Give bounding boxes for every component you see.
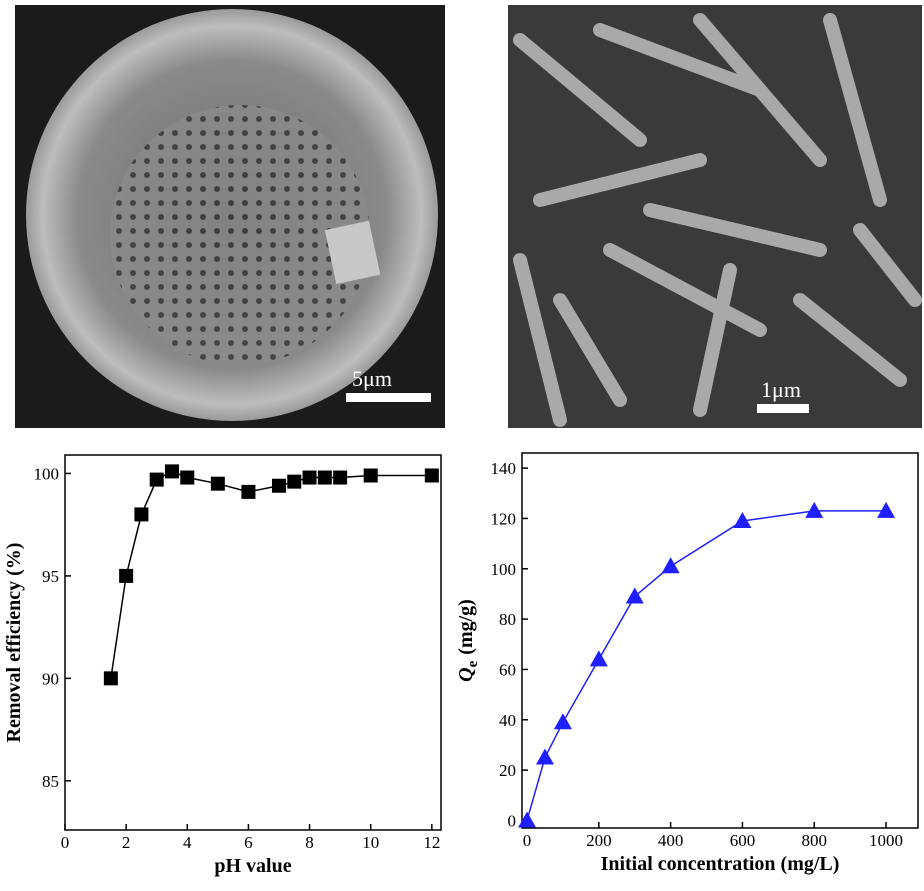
marker (164, 464, 179, 479)
x-tick-label: 800 (801, 831, 827, 850)
x-axis-label: Initial concentration (mg/L) (601, 853, 840, 875)
x-tick-label: 8 (305, 833, 314, 852)
marker (210, 476, 225, 491)
x-axis-label: pH value (214, 855, 291, 877)
marker (363, 468, 378, 483)
x-tick-label: 200 (586, 831, 612, 850)
marker (661, 557, 680, 574)
marker (180, 470, 195, 485)
plot-frame (64, 454, 442, 831)
marker (271, 478, 286, 493)
y-label-symbol: Q (455, 667, 477, 681)
series-line (526, 510, 887, 821)
marker (877, 501, 896, 518)
x-tick-label: 0 (61, 833, 70, 852)
marker (553, 713, 572, 730)
x-tick-label: 1000 (869, 831, 903, 850)
marker (518, 811, 537, 828)
x-tick-label: 0 (523, 831, 532, 850)
marker (589, 650, 608, 667)
marker (149, 472, 164, 487)
y-label-subscript: e (465, 660, 481, 667)
x-tick-label: 12 (423, 833, 440, 852)
y-tick-label: 0 (508, 811, 517, 830)
marker (733, 511, 752, 528)
x-tick-label: 400 (658, 831, 684, 850)
y-tick-label: 80 (499, 610, 516, 629)
y-label-unit: (mg/g) (455, 599, 477, 655)
plot-frame (521, 452, 919, 829)
marker (134, 507, 149, 522)
x-tick-label: 6 (244, 833, 253, 852)
x-tick-label: 600 (730, 831, 756, 850)
marker (317, 470, 332, 485)
scale-bar-label: 5μm (352, 366, 392, 391)
x-tick-label: 4 (183, 833, 192, 852)
marker (424, 468, 439, 483)
y-tick-label: 90 (42, 669, 59, 688)
marker (625, 587, 644, 604)
marker (119, 568, 134, 583)
series-line (110, 470, 432, 679)
y-tick-label: 20 (499, 761, 516, 780)
y-tick-label: 85 (42, 772, 59, 791)
y-tick-label: 100 (491, 560, 517, 579)
marker (103, 671, 118, 686)
y-axis-label: Qe (mg/g) (455, 599, 481, 682)
y-tick-label: 60 (499, 660, 516, 679)
y-tick-label: 40 (499, 711, 516, 730)
sem-image-sphere: 5μm (15, 5, 445, 428)
y-tick-label: 120 (491, 509, 517, 528)
marker (241, 484, 256, 499)
marker (287, 474, 302, 489)
sem-image-rods: 1μm (508, 5, 922, 428)
y-tick-label: 140 (491, 459, 517, 478)
scale-bar-label: 1μm (761, 377, 801, 402)
x-tick-label: 10 (362, 833, 379, 852)
marker (535, 748, 554, 765)
x-tick-label: 2 (122, 833, 131, 852)
y-tick-label: 100 (34, 464, 60, 483)
y-tick-label: 95 (42, 567, 59, 586)
y-axis-label: Removal efficiency (%) (3, 543, 25, 743)
marker (333, 470, 348, 485)
marker (302, 470, 317, 485)
marker (805, 501, 824, 518)
